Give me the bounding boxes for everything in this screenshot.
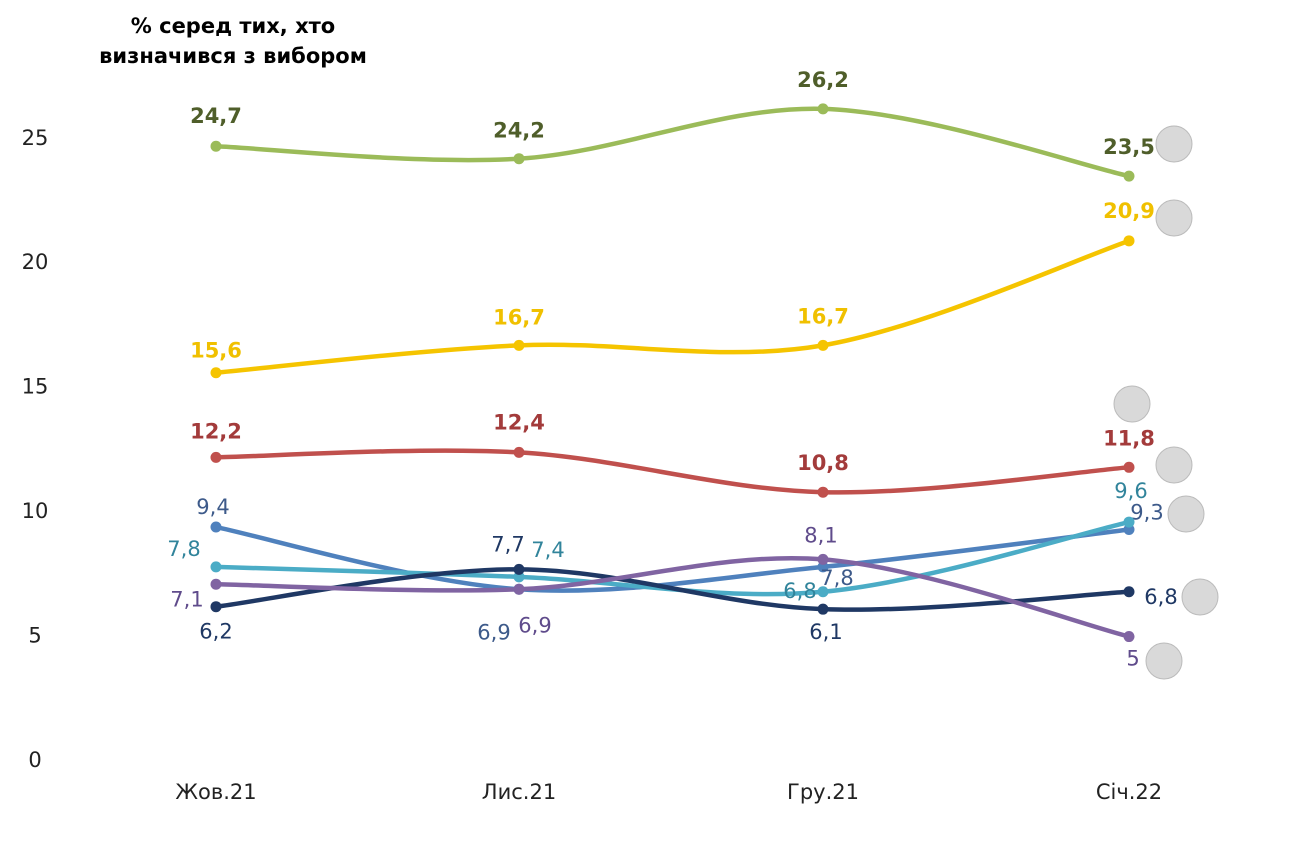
data-label: 23,5 (1103, 135, 1155, 159)
data-point (817, 553, 829, 565)
data-point (513, 446, 525, 458)
x-tick-label: Лис.21 (482, 780, 556, 804)
portrait (1155, 446, 1193, 484)
data-label: 12,2 (190, 419, 242, 443)
data-label: 7,1 (170, 587, 203, 611)
data-label: 6,8 (783, 579, 816, 603)
series-line (215, 448, 1130, 495)
series-line (215, 238, 1130, 375)
data-label: 6,1 (809, 620, 842, 644)
data-point (817, 103, 829, 115)
data-point (210, 451, 222, 463)
data-label: 6,8 (1144, 585, 1177, 609)
series-line (215, 524, 1130, 593)
data-label: 11,8 (1103, 426, 1155, 450)
data-label: 9,4 (196, 495, 229, 519)
y-tick-label: 25 (22, 126, 49, 150)
portrait (1181, 578, 1219, 616)
y-tick-label: 20 (22, 250, 49, 274)
y-tick-label: 5 (28, 624, 41, 648)
data-point (513, 153, 525, 165)
y-tick-label: 15 (22, 375, 49, 399)
data-point (1123, 170, 1135, 182)
data-label: 16,7 (493, 305, 545, 329)
data-label: 16,7 (797, 304, 849, 328)
data-label: 5 (1126, 647, 1139, 671)
data-point (513, 339, 525, 351)
data-label: 9,6 (1114, 479, 1147, 503)
portrait (1145, 642, 1183, 680)
data-label: 7,7 (491, 532, 524, 556)
data-label: 15,6 (190, 339, 242, 363)
data-label: 6,2 (199, 620, 232, 644)
series-line (215, 106, 1130, 179)
series-line (215, 555, 1130, 639)
data-point (513, 563, 525, 575)
data-label: 12,4 (493, 410, 545, 434)
data-label: 7,8 (820, 566, 853, 590)
series-line (215, 567, 1130, 612)
data-label: 9,3 (1130, 501, 1163, 525)
data-label: 26,2 (797, 68, 849, 92)
data-point (817, 339, 829, 351)
chart-title: визначився з вибором (99, 44, 367, 68)
data-point (210, 521, 222, 533)
data-label: 24,7 (190, 104, 242, 128)
data-point (210, 140, 222, 152)
data-point (210, 367, 222, 379)
portraits (1113, 125, 1219, 680)
data-label: 7,4 (531, 538, 564, 562)
data-label: 6,9 (477, 620, 510, 644)
data-point (210, 578, 222, 590)
portrait (1155, 125, 1193, 163)
portrait (1167, 495, 1205, 533)
data-point (1123, 235, 1135, 247)
data-point (1123, 461, 1135, 473)
data-point (1123, 586, 1135, 598)
y-tick-label: 0 (28, 748, 41, 772)
data-label: 8,1 (804, 523, 837, 547)
data-label: 7,8 (167, 537, 200, 561)
chart-title: % серед тих, хто (131, 14, 335, 38)
data-label: 10,8 (797, 451, 849, 475)
data-point (817, 603, 829, 615)
y-tick-label: 10 (22, 499, 49, 523)
data-label: 6,9 (518, 613, 551, 637)
portrait (1155, 199, 1193, 237)
data-point (817, 586, 829, 598)
x-tick-label: Січ.22 (1096, 780, 1162, 804)
data-point (1123, 631, 1135, 643)
data-point (1123, 516, 1135, 528)
portrait (1113, 385, 1151, 423)
x-tick-label: Гру.21 (787, 780, 859, 804)
data-point (210, 601, 222, 613)
x-tick-label: Жов.21 (175, 780, 256, 804)
data-label: 20,9 (1103, 199, 1155, 223)
data-point (513, 583, 525, 595)
data-point (210, 561, 222, 573)
data-point (817, 486, 829, 498)
data-label: 24,2 (493, 119, 545, 143)
